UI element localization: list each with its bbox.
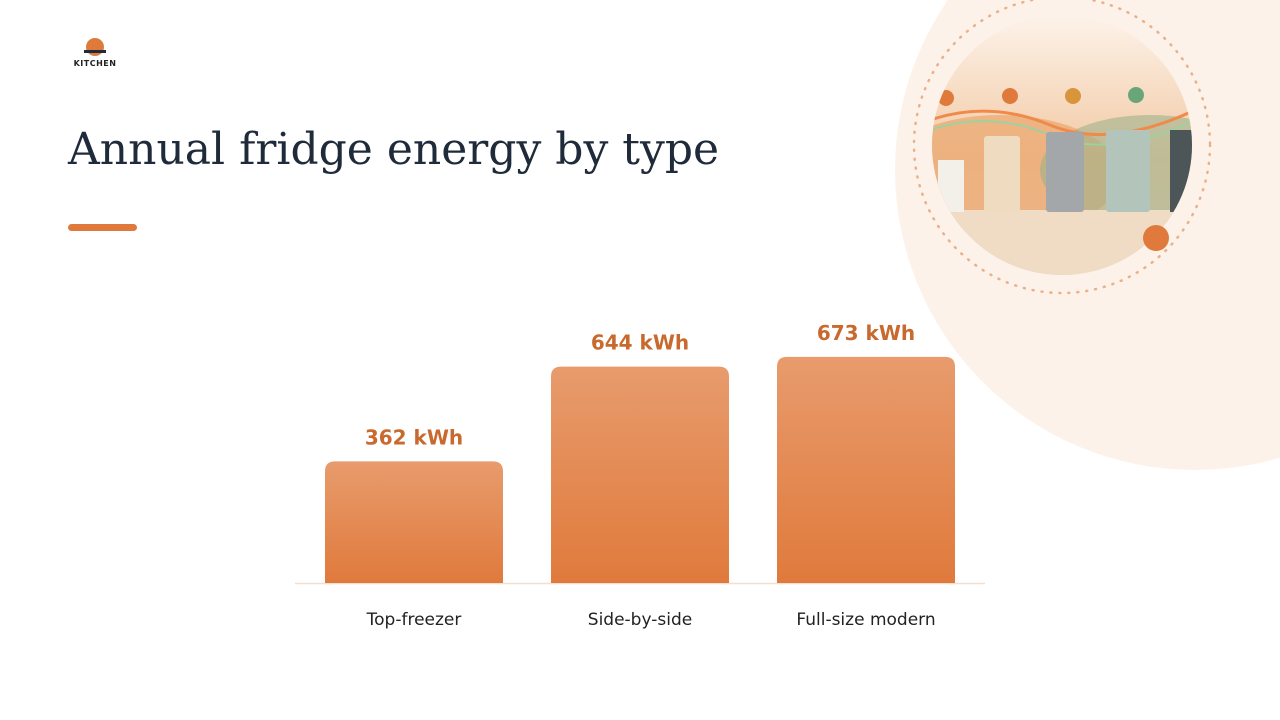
accent-dot xyxy=(1143,225,1169,251)
value-label: 673 kWh xyxy=(817,321,915,345)
category-label: Side-by-side xyxy=(588,610,692,630)
value-label: 362 kWh xyxy=(365,425,463,449)
bar xyxy=(551,366,729,583)
logo-mark xyxy=(86,38,104,56)
bar xyxy=(777,356,955,583)
bar xyxy=(325,461,503,583)
dotted-ring xyxy=(912,0,1212,295)
value-label: 644 kWh xyxy=(591,331,689,355)
chart: 362 kWh Top-freezer 644 kWh Side-by-side 673… xyxy=(325,321,955,630)
category-label: Full-size modern xyxy=(796,610,935,630)
logo-text: KITCHEN xyxy=(74,59,117,68)
chart-title: Annual fridge energy by type xyxy=(67,124,719,175)
title-underline xyxy=(68,224,137,231)
category-label: Top-freezer xyxy=(366,610,462,630)
logo-mark xyxy=(84,50,106,53)
